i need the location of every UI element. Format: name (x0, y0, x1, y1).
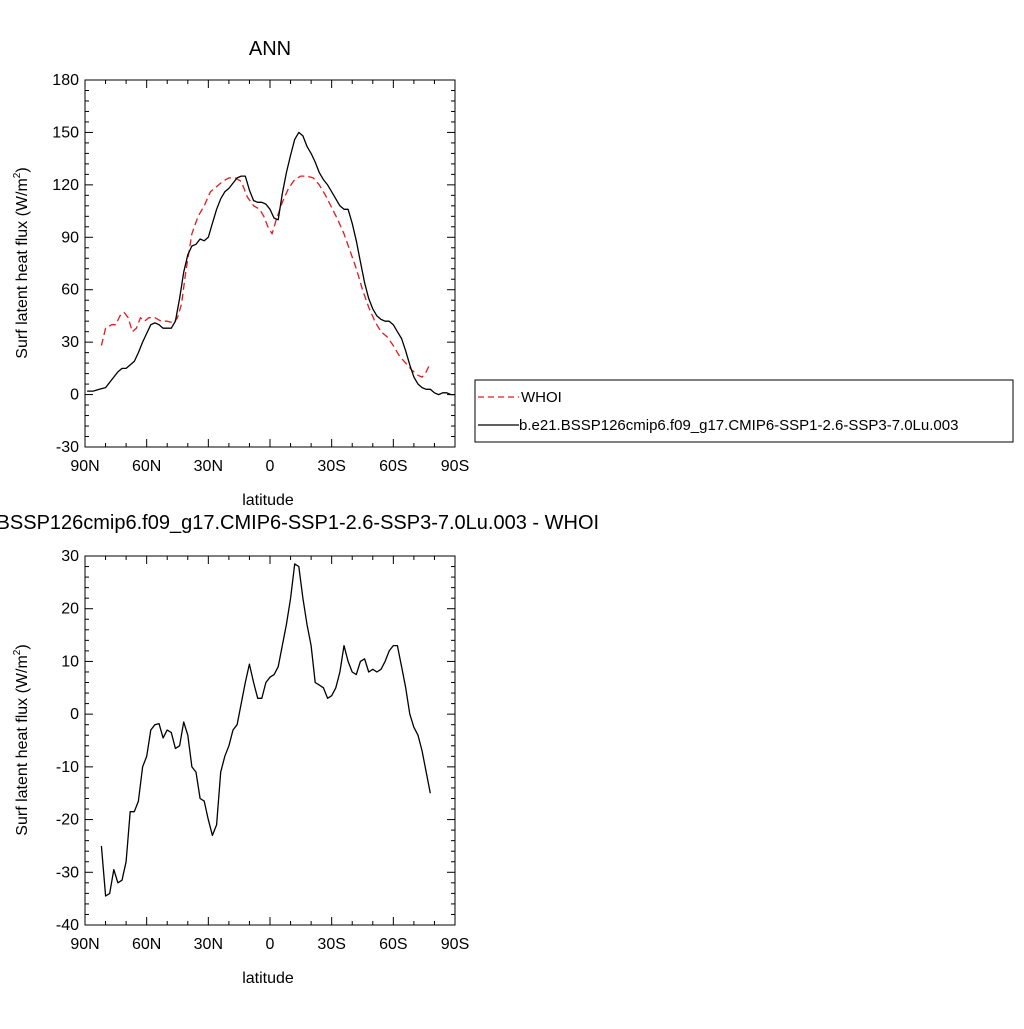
top-xtick-label: 0 (266, 458, 275, 475)
bottom-ytick-label: 30 (61, 548, 79, 565)
top-ytick-label: 150 (52, 124, 79, 141)
top-panel-series (87, 131, 455, 396)
bottom-panel-xlabel: latitude (242, 970, 294, 987)
top-panel-title: ANN (249, 38, 291, 60)
top-panel-ylabel: Surf latent heat flux (W/m2) (12, 167, 31, 358)
top-panel: ANN 90N 60N 30N 0 30S 60S 90S -30 0 30 60 90 120 150 1… (12, 38, 469, 509)
bottom-ylabel-main: Surf latent heat flux (W/m (14, 655, 31, 836)
top-ylabel-close: ) (14, 167, 31, 172)
bottom-ytick-label: -20 (56, 812, 79, 829)
top-panel-ticks: 90N 60N 30N 0 30S 60S 90S -30 0 30 60 90 120 150 180 (52, 72, 469, 475)
top-ytick-label: -30 (56, 439, 79, 456)
top-ylabel-sup: 2 (12, 172, 23, 178)
top-xtick-label: 60S (379, 458, 407, 475)
bottom-ytick-label: -30 (56, 864, 79, 881)
top-xtick-label: 90S (441, 458, 469, 475)
top-ytick-label: 180 (52, 72, 79, 89)
bottom-plot-frame (84, 555, 456, 926)
bottom-panel-series (100, 563, 431, 897)
top-ylabel-main: Surf latent heat flux (W/m (14, 178, 31, 359)
top-ytick-label: 120 (52, 177, 79, 194)
bottom-xtick-label: 0 (266, 936, 275, 953)
legend-box (474, 379, 1014, 443)
bottom-xtick-label: 90N (70, 936, 99, 953)
bottom-panel-title: b.e21.BSSP126cmip6.f09_g17.CMIP6-SSP1-2.… (0, 512, 599, 534)
bottom-ytick-label: 0 (70, 706, 79, 723)
bottom-ytick-label: 10 (61, 653, 79, 670)
bottom-panel-ticks: 90N 60N 30N 0 30S 60S 90S -40 -30 -20 -10 0 10 20 30 (56, 548, 469, 953)
legend-label-whoi: WHOI (521, 389, 562, 406)
bottom-ytick-label: 20 (61, 601, 79, 618)
bottom-ytick-label: -40 (56, 917, 79, 934)
bottom-xtick-label: 30N (194, 936, 223, 953)
top-ytick-label: 30 (61, 334, 79, 351)
top-series-line-model (87, 131, 455, 396)
top-ytick-label: 0 (70, 387, 79, 404)
bottom-series-line-difference (100, 563, 431, 897)
top-xtick-label: 30N (194, 458, 223, 475)
bottom-ylabel-close: ) (14, 644, 31, 649)
top-panel-xlabel: latitude (242, 492, 294, 509)
top-ytick-label: 60 (61, 282, 79, 299)
top-series-line-whoi (100, 175, 431, 378)
top-xtick-label: 90N (70, 458, 99, 475)
legend: WHOI b.e21.BSSP126cmip6.f09_g17.CMIP6-SS… (474, 379, 1014, 443)
bottom-panel: b.e21.BSSP126cmip6.f09_g17.CMIP6-SSP1-2.… (0, 512, 599, 987)
bottom-xtick-label: 60N (132, 936, 161, 953)
bottom-xtick-label: 90S (441, 936, 469, 953)
top-plot-frame (84, 79, 456, 448)
bottom-xtick-label: 60S (379, 936, 407, 953)
bottom-xtick-label: 30S (317, 936, 345, 953)
legend-label-model: b.e21.BSSP126cmip6.f09_g17.CMIP6-SSP1-2.… (519, 417, 958, 434)
bottom-ytick-label: -10 (56, 759, 79, 776)
top-xtick-label: 60N (132, 458, 161, 475)
bottom-panel-ylabel: Surf latent heat flux (W/m2) (12, 644, 31, 835)
bottom-ylabel-sup: 2 (12, 649, 23, 655)
top-xtick-label: 30S (317, 458, 345, 475)
top-ytick-label: 90 (61, 229, 79, 246)
